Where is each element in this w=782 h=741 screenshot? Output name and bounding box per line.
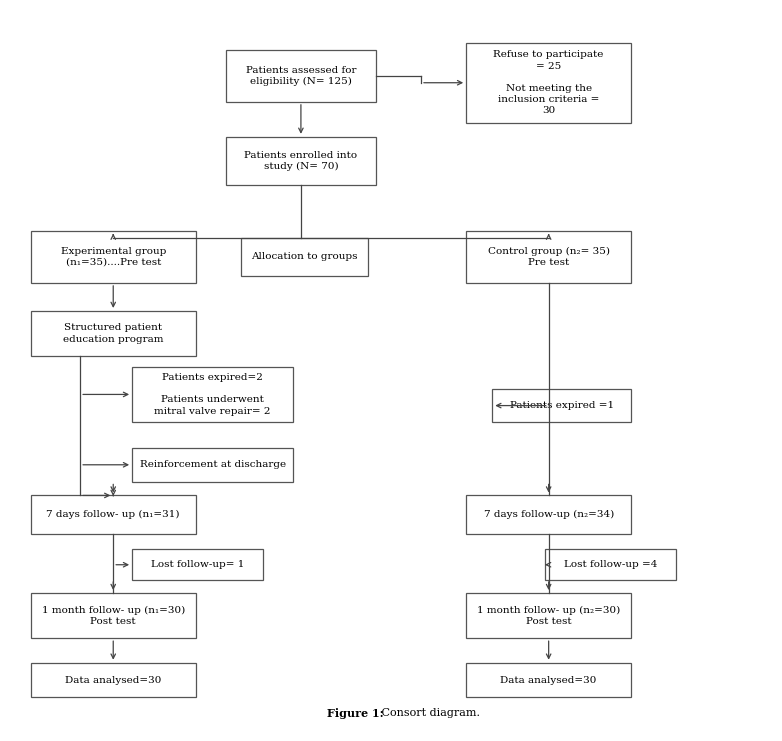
Bar: [30, 662, 195, 697]
Text: Figure 1:: Figure 1:: [327, 708, 384, 719]
Text: 1 month follow- up (n₁=30)
Post test: 1 month follow- up (n₁=30) Post test: [41, 605, 185, 625]
Text: Experimental group
(n₁=35)....Pre test: Experimental group (n₁=35)....Pre test: [60, 247, 166, 267]
Bar: [30, 593, 195, 638]
Text: Refuse to participate
= 25

Not meeting the
inclusion criteria =
30: Refuse to participate = 25 Not meeting t…: [493, 50, 604, 115]
Bar: [30, 496, 195, 534]
Bar: [466, 230, 631, 283]
Text: Patients expired =1: Patients expired =1: [510, 401, 614, 410]
Text: 1 month follow- up (n₂=30)
Post test: 1 month follow- up (n₂=30) Post test: [477, 605, 620, 625]
Bar: [132, 549, 264, 580]
Text: Data analysed=30: Data analysed=30: [500, 676, 597, 685]
Bar: [466, 593, 631, 638]
Text: Reinforcement at discharge: Reinforcement at discharge: [140, 460, 285, 469]
Text: Control group (n₂= 35)
Pre test: Control group (n₂= 35) Pre test: [488, 247, 610, 267]
Text: Allocation to groups: Allocation to groups: [252, 253, 358, 262]
Text: 7 days follow-up (n₂=34): 7 days follow-up (n₂=34): [483, 510, 614, 519]
Bar: [132, 367, 293, 422]
Text: Structured patient
education program: Structured patient education program: [63, 323, 163, 344]
Bar: [132, 448, 293, 482]
Text: Lost follow-up= 1: Lost follow-up= 1: [151, 560, 245, 569]
Bar: [545, 549, 676, 580]
Text: Data analysed=30: Data analysed=30: [65, 676, 161, 685]
Text: Consort diagram.: Consort diagram.: [378, 708, 480, 718]
Bar: [466, 662, 631, 697]
Text: Lost follow-up =4: Lost follow-up =4: [564, 560, 658, 569]
Bar: [466, 43, 631, 123]
Bar: [241, 238, 368, 276]
Bar: [30, 230, 195, 283]
Bar: [226, 137, 376, 185]
Text: Patients enrolled into
study (N= 70): Patients enrolled into study (N= 70): [244, 151, 357, 171]
Bar: [30, 311, 195, 356]
Bar: [466, 496, 631, 534]
Text: Patients expired=2

Patients underwent
mitral valve repair= 2: Patients expired=2 Patients underwent mi…: [155, 373, 271, 416]
Text: 7 days follow- up (n₁=31): 7 days follow- up (n₁=31): [46, 510, 180, 519]
Text: Patients assessed for
eligibility (N= 125): Patients assessed for eligibility (N= 12…: [246, 66, 356, 86]
Bar: [226, 50, 376, 102]
Bar: [493, 389, 631, 422]
